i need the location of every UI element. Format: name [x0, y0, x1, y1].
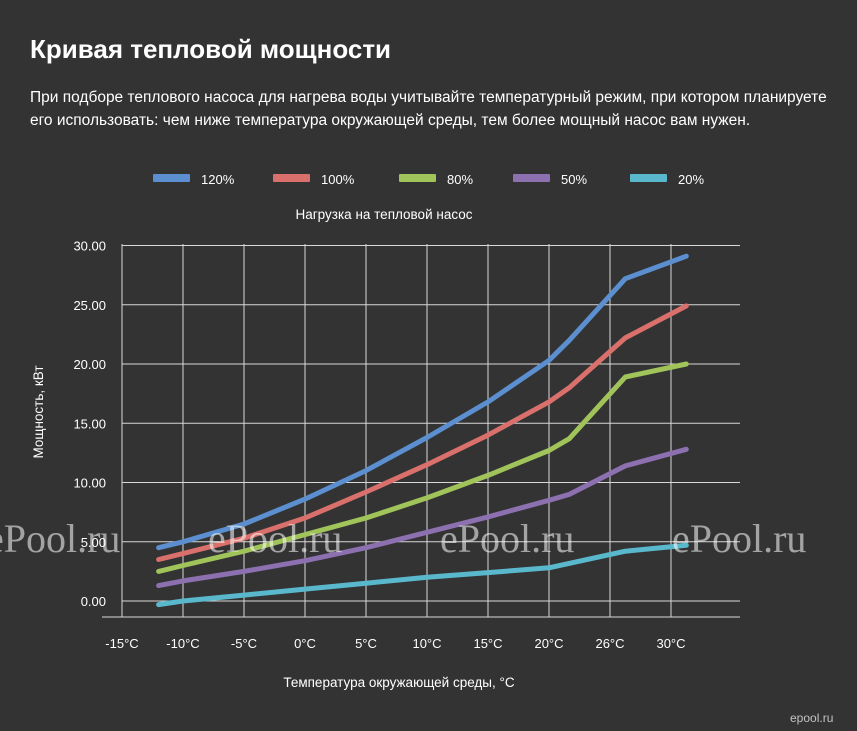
chart-title: Нагрузка на тепловой насос	[296, 207, 473, 222]
x-tick-label: 10°C	[412, 636, 441, 651]
y-tick-label: 20.00	[73, 357, 106, 372]
x-tick-label: -15°C	[105, 636, 138, 651]
y-tick-label: 0.00	[81, 594, 106, 609]
y-axis-ticks: 0.00 5.00 10.00 15.00 20.00 25.00 30.00	[73, 239, 106, 610]
x-tick-label: 30°C	[656, 636, 685, 651]
legend-item: 50%	[513, 172, 587, 187]
legend-label: 20%	[678, 172, 704, 187]
legend-item: 20%	[630, 172, 704, 187]
x-tick-label: 0°C	[294, 636, 316, 651]
watermark-text: ePool.ru	[0, 516, 120, 561]
watermark-text: ePool.ru	[672, 516, 806, 561]
y-tick-label: 25.00	[73, 298, 106, 313]
legend-swatch	[399, 174, 436, 182]
watermark-layer: ePool.ru ePool.ru ePool.ru ePool.ru	[0, 516, 806, 561]
y-tick-label: 15.00	[73, 416, 106, 431]
legend-swatch	[153, 174, 190, 182]
x-axis-label: Температура окружающей среды, °C	[283, 675, 515, 690]
chart-series	[156, 253, 689, 608]
legend-swatch	[630, 174, 667, 182]
y-axis-label: Мощность, кВт	[31, 365, 46, 458]
page-description: При подборе теплового насоса для нагрева…	[30, 89, 827, 129]
corner-watermark: epool.ru	[790, 711, 833, 725]
x-tick-label: -10°C	[166, 636, 199, 651]
x-tick-label: 15°C	[473, 636, 502, 651]
y-tick-label: 5.00	[81, 535, 106, 550]
y-tick-label: 30.00	[73, 239, 106, 254]
x-tick-label: 20°C	[534, 636, 563, 651]
legend-swatch	[513, 174, 550, 182]
x-tick-label: 5°C	[355, 636, 377, 651]
series-line-50pct	[156, 446, 689, 589]
legend-item: 120%	[153, 172, 235, 187]
legend-item: 80%	[399, 172, 473, 187]
series-line-80pct	[156, 361, 689, 574]
x-tick-label: 26°C	[595, 636, 624, 651]
legend-label: 50%	[561, 172, 587, 187]
page-title: Кривая тепловой мощности	[30, 34, 392, 64]
chart-legend: 120% 100% 80% 50% 20%	[153, 172, 704, 187]
watermark-text: ePool.ru	[208, 516, 342, 561]
legend-label: 80%	[447, 172, 473, 187]
legend-label: 120%	[201, 172, 235, 187]
y-tick-label: 10.00	[73, 476, 106, 491]
series-line-100pct	[156, 303, 689, 562]
legend-label: 100%	[321, 172, 355, 187]
series-line-120pct	[156, 253, 689, 551]
chart-grid	[102, 244, 740, 618]
watermark-text: ePool.ru	[440, 516, 574, 561]
legend-item: 100%	[273, 172, 355, 187]
x-axis-ticks: -15°C -10°C -5°C 0°C 5°C 10°C 15°C 20°C 26°C 30°C	[105, 636, 685, 651]
legend-swatch	[273, 174, 310, 182]
x-tick-label: -5°C	[231, 636, 257, 651]
series-line-20pct	[156, 542, 689, 608]
